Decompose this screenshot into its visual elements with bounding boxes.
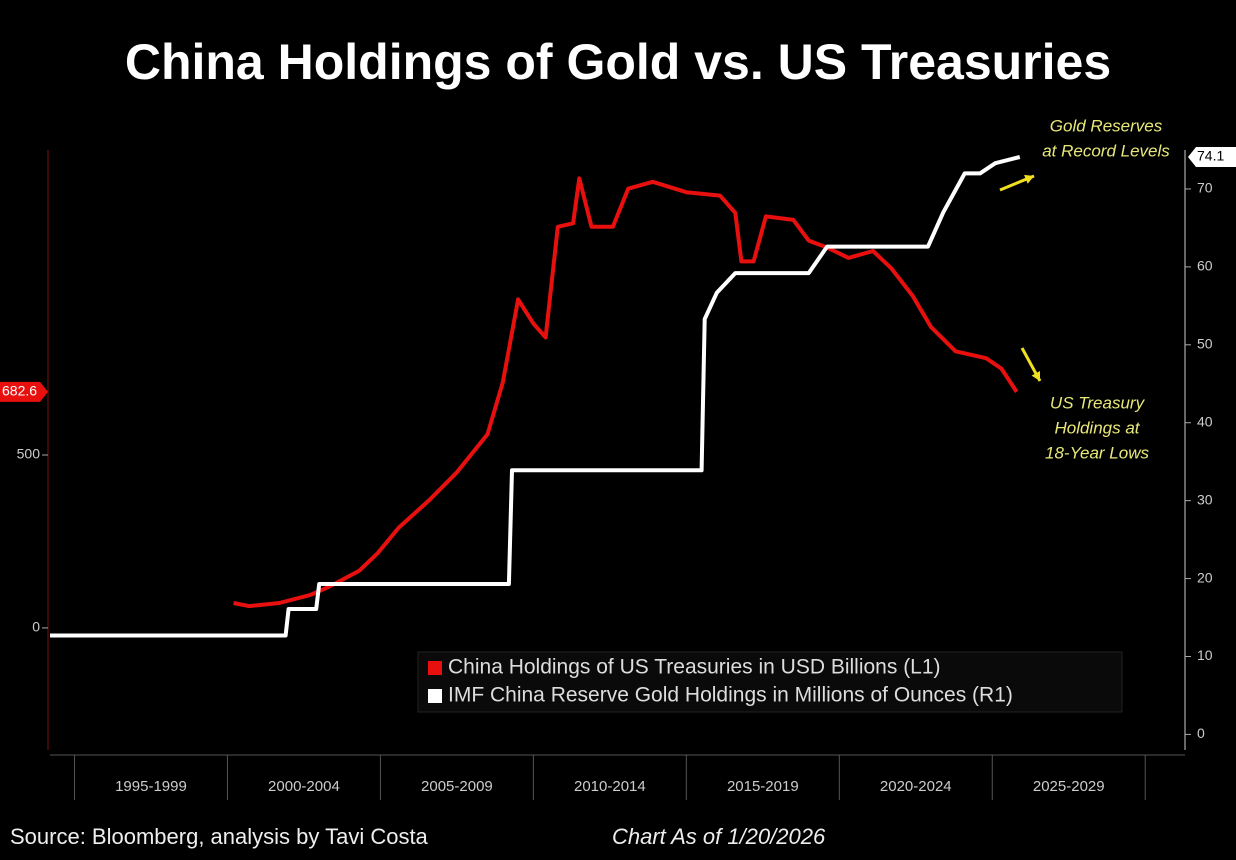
y2-tick-label: 30	[1197, 491, 1213, 507]
series-line	[233, 176, 1019, 609]
x-period-label: 2010-2014	[574, 778, 646, 795]
arrow-head	[1031, 371, 1041, 381]
arrow-head	[1024, 174, 1034, 184]
annotation: US Treasury	[1050, 393, 1146, 412]
x-period-label: 2025-2029	[1033, 778, 1105, 795]
x-period-label: 2005-2009	[421, 778, 493, 795]
last-value-label: 682.6	[2, 383, 37, 399]
legend-swatch	[428, 689, 442, 703]
y2-tick-label: 40	[1197, 413, 1213, 429]
source: Source: Bloomberg, analysis by Tavi Cost…	[10, 824, 429, 849]
y2-tick-label: 10	[1197, 647, 1213, 663]
last-value-tag	[0, 381, 48, 402]
y2-tick-label: 70	[1197, 180, 1213, 196]
y2-tick-label: 60	[1197, 258, 1213, 274]
y-tick-label: 500	[17, 446, 41, 462]
x-period-label: 1995-1999	[115, 778, 187, 795]
series-line	[50, 155, 1021, 638]
x-period-label: 2000-2004	[268, 778, 340, 795]
y-tick-label: 0	[32, 619, 40, 635]
y2-tick-label: 20	[1197, 569, 1213, 585]
y2-tick-label: 0	[1197, 725, 1205, 741]
legend-label: China Holdings of US Treasuries in USD B…	[448, 656, 941, 679]
legend-box	[417, 651, 1123, 713]
last-value-label: 74.1	[1197, 148, 1224, 164]
x-period-label: 2015-2019	[727, 778, 799, 795]
annotation: at Record Levels	[1042, 141, 1170, 160]
legend-swatch	[428, 661, 442, 675]
chart-date: Chart As of 1/20/2026	[612, 824, 826, 849]
chart-title: China Holdings of Gold vs. US Treasuries	[125, 34, 1111, 90]
annotation: Gold Reserves	[1050, 116, 1163, 135]
annotation: 18-Year Lows	[1045, 443, 1149, 462]
legend-label: IMF China Reserve Gold Holdings in Milli…	[448, 684, 1013, 707]
y2-tick-label: 50	[1197, 336, 1213, 352]
annotation: Holdings at	[1054, 418, 1140, 437]
last-value-tag	[1188, 147, 1236, 168]
x-period-label: 2020-2024	[880, 778, 952, 795]
